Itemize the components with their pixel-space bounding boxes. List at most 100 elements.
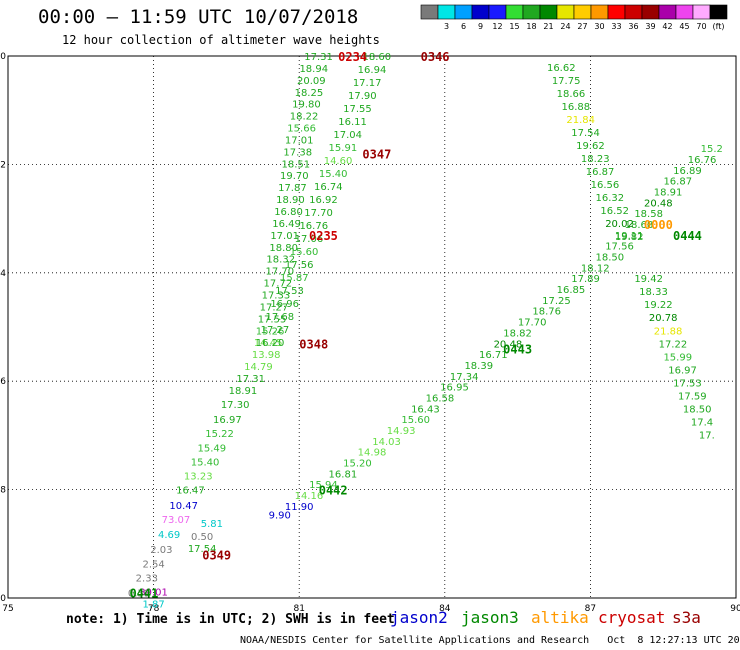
swh-value-label: 18.22 xyxy=(290,112,319,123)
legend-swatch xyxy=(437,4,456,20)
swh-value-label: 16.76 xyxy=(299,221,328,232)
swh-value-label: 16.94 xyxy=(358,65,387,76)
swh-value-label: 0.50 xyxy=(191,532,213,543)
swh-value-label: 5.81 xyxy=(201,519,223,530)
swh-value-label: 15.99 xyxy=(663,352,692,363)
credit-line: NOAA/NESDIS Center for Satellite Applica… xyxy=(240,635,740,646)
swh-value-label: 18.58 xyxy=(634,209,663,220)
swh-value-label: 18.91 xyxy=(654,188,683,199)
legend-bar: 3 6 9 12 15 18 21 24 27 30 33 36 39 42 45 70 (ft) xyxy=(420,4,728,31)
swh-value-label: 19.80 xyxy=(292,100,321,111)
legend-tick-label: 12 xyxy=(492,22,502,31)
legend-swatch xyxy=(556,4,575,20)
swh-value-label: 17.17 xyxy=(353,78,382,89)
swh-value-label: 15.66 xyxy=(287,124,316,135)
swh-value-label: 18.50 xyxy=(683,404,712,415)
swh-value-label: 14.93 xyxy=(387,426,416,437)
legend-swatch xyxy=(471,4,490,20)
swh-value-label: 16.20 xyxy=(256,338,285,349)
swh-value-label: 17.72 xyxy=(264,279,293,290)
swh-value-label: 15.40 xyxy=(319,169,348,180)
swh-value-label: 18.50 xyxy=(595,253,624,264)
swh-value-label: 16.81 xyxy=(329,469,358,480)
swh-value-label: 16.97 xyxy=(213,415,242,426)
swh-value-label: 16.62 xyxy=(547,63,576,74)
swh-value-label: 20.48 xyxy=(494,339,523,350)
swh-value-label: 17.56 xyxy=(285,260,314,271)
y-tick-label: -50 xyxy=(0,52,6,62)
swh-value-label: 16.47 xyxy=(176,486,205,497)
swh-value-label: 17.55 xyxy=(343,104,372,115)
swh-value-label: 11.90 xyxy=(285,502,314,513)
swh-value-label: 14.60 xyxy=(324,156,353,167)
swh-value-label: 73.07 xyxy=(162,515,191,526)
legend-tick-label: 70 xyxy=(696,22,706,31)
swh-value-label: 17.31 xyxy=(236,374,265,385)
legend-tick-label: 45 xyxy=(679,22,689,31)
chart-title: 00:00 — 11:59 UTC 10/07/2018 xyxy=(38,6,359,28)
legend-tick-label: 42 xyxy=(662,22,672,31)
swh-value-label: 17.53 xyxy=(275,286,304,297)
swh-value-label: 15.94 xyxy=(309,480,338,491)
pass-time-label: 0234 xyxy=(338,50,367,64)
swh-value-label: 18.94 xyxy=(299,64,328,75)
swh-value-label: 17.87 xyxy=(278,183,307,194)
swh-value-label: 1.87 xyxy=(142,599,164,610)
swh-value-label: 17.70 xyxy=(518,318,547,329)
swh-value-label: 15.49 xyxy=(198,443,227,454)
pass-time-label: 0348 xyxy=(299,337,328,351)
swh-value-label: 19.62 xyxy=(576,141,605,152)
swh-value-label: 16.49 xyxy=(272,219,301,230)
swh-value-label: 18.80 xyxy=(269,243,298,254)
swh-value-label: 16.52 xyxy=(600,206,629,217)
swh-value-label: 16.80 xyxy=(274,207,303,218)
swh-value-label: 17.27 xyxy=(261,325,290,336)
swh-value-label: 14.98 xyxy=(358,448,387,459)
swh-value-label: 17.38 xyxy=(283,147,312,158)
swh-value-label: 14.79 xyxy=(244,362,273,373)
swh-value-label: 18.68 xyxy=(625,220,654,231)
x-tick-label: 90 xyxy=(730,604,740,614)
swh-value-label: 13.98 xyxy=(252,350,281,361)
swh-value-label: 17.54 xyxy=(188,544,217,555)
legend-swatch xyxy=(573,4,592,20)
x-tick-label: 87 xyxy=(585,604,596,614)
swh-value-label: 16.87 xyxy=(663,177,692,188)
legend-swatch xyxy=(607,4,626,20)
y-tick-label: -52 xyxy=(0,160,6,170)
axes: 75 78 81 84 87 90 -50 -52 -54 -56 -58 -60 xyxy=(0,52,740,614)
swh-value-label: 19.82 xyxy=(615,232,644,243)
swh-value-label: 13.23 xyxy=(184,472,213,483)
legend-swatch xyxy=(522,4,541,20)
footnote: note: 1) Time is in UTC; 2) SWH is in fe… xyxy=(66,612,395,627)
swh-value-label: 16.11 xyxy=(338,117,367,128)
legend-swatch xyxy=(692,4,711,20)
pass-labels: 0234 0346 0347 0235 0348 0349 0441 0442 0443 0444… xyxy=(129,50,701,601)
swh-value-label: 18.25 xyxy=(295,88,324,99)
legend-tick-label: 18 xyxy=(526,22,536,31)
legend-tick-label: 15 xyxy=(509,22,519,31)
swh-value-label: 18.66 xyxy=(557,89,586,100)
legend-swatch xyxy=(624,4,643,20)
swh-value-label: 17.55 xyxy=(258,314,287,325)
swh-value-label: 20.09 xyxy=(297,76,326,87)
swh-value-label: 17.01 xyxy=(285,135,314,146)
swh-value-label: 17.01 xyxy=(270,231,299,242)
legend-tick-label: 39 xyxy=(645,22,655,31)
swh-value-label: 16.96 xyxy=(270,299,299,310)
swh-value-label: 18.39 xyxy=(464,361,493,372)
swh-value-label: 19.42 xyxy=(634,274,663,285)
pass-time-label: 0441 xyxy=(129,587,158,601)
swh-value-label: 16.89 xyxy=(673,166,702,177)
swh-value-label: 15.22 xyxy=(205,429,234,440)
legend-tick-label: 6 xyxy=(461,22,466,31)
swh-value-label: 18.51 xyxy=(281,159,310,170)
swh-value-label: 17.54 xyxy=(571,128,600,139)
pass-time-label: 0000 xyxy=(644,218,673,232)
swh-value-label: 17.90 xyxy=(348,91,377,102)
swh-value-label: 9.90 xyxy=(269,511,291,522)
swh-value-label: 16.92 xyxy=(309,195,338,206)
pass-time-label: 0443 xyxy=(503,343,532,357)
swh-value-label: 16.97 xyxy=(668,365,697,376)
swh-value-label: 15.26 xyxy=(256,326,285,337)
